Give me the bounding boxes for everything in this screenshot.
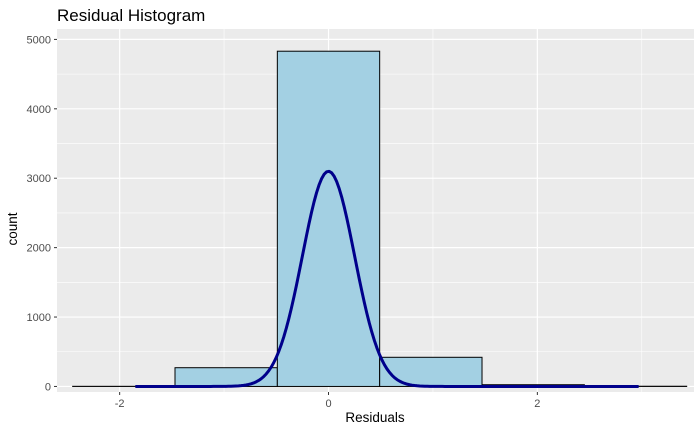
y-tick-label: 5000	[27, 34, 51, 46]
x-tick-label: -2	[115, 398, 125, 410]
x-tick-label: 0	[325, 398, 331, 410]
x-axis-title: Residuals	[345, 410, 405, 425]
y-tick-label: 2000	[27, 243, 51, 255]
y-tick-label: 3000	[27, 173, 51, 185]
histogram-bars	[72, 50, 688, 387]
y-axis: 0 1000 2000 3000 4000 5000	[27, 34, 57, 393]
x-axis: -2 0 2	[115, 392, 540, 410]
histogram-bar	[379, 356, 483, 387]
chart-title: Residual Histogram	[57, 6, 205, 25]
y-tick-label: 0	[45, 381, 51, 393]
y-tick-label: 4000	[27, 104, 51, 116]
density-curve	[135, 169, 639, 388]
y-tick-label: 1000	[27, 312, 51, 324]
y-axis-title: count	[5, 212, 20, 245]
histogram-bar	[276, 50, 381, 387]
x-tick-label: 2	[534, 398, 540, 410]
